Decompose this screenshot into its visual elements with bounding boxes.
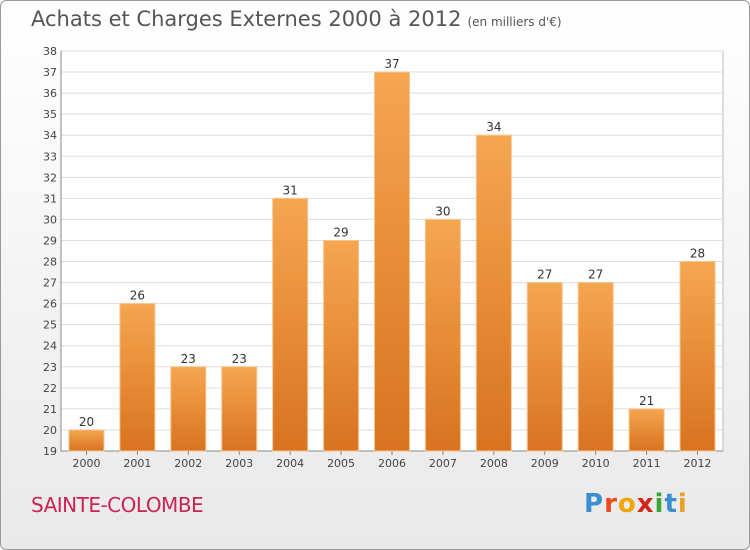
y-tick-label: 20: [43, 424, 57, 437]
data-label: 31: [283, 183, 298, 197]
bar: [119, 303, 156, 452]
logo-letter: r: [604, 489, 618, 519]
data-label: 30: [435, 204, 450, 218]
logo-letter: x: [636, 489, 655, 519]
x-tick-label: 2009: [531, 457, 559, 470]
x-tick-label: 2011: [633, 457, 661, 470]
y-tick-label: 38: [43, 45, 57, 58]
x-tick-label: 2006: [378, 457, 406, 470]
y-tick-label: 37: [43, 66, 57, 79]
x-tick-label: 2000: [72, 457, 100, 470]
logo-letter: i: [654, 489, 665, 519]
data-label: 26: [130, 289, 145, 303]
title-unit: (en milliers d'€): [467, 15, 562, 29]
y-tick-label: 19: [43, 445, 57, 458]
y-tick-label: 35: [43, 108, 57, 121]
x-tick-label: 2004: [276, 457, 304, 470]
y-tick-label: 24: [43, 340, 57, 353]
logo-letter: t: [664, 489, 678, 519]
x-tick-label: 2010: [582, 457, 610, 470]
data-label: 23: [181, 352, 196, 366]
y-tick-label: 32: [43, 171, 57, 184]
title-text: Achats et Charges Externes 2000 à 2012: [31, 7, 462, 31]
place-name: SAINTE-COLOMBE: [31, 493, 204, 517]
y-tick-label: 27: [43, 277, 57, 290]
data-label: 27: [537, 268, 552, 282]
y-tick-label: 22: [43, 382, 57, 395]
y-tick-label: 26: [43, 298, 57, 311]
bar: [577, 282, 614, 452]
x-tick-label: 2007: [429, 457, 457, 470]
data-label: 37: [384, 57, 399, 71]
y-tick-label: 28: [43, 256, 57, 269]
x-tick-label: 2008: [480, 457, 508, 470]
y-tick-label: 21: [43, 403, 57, 416]
logo-letter: P: [584, 489, 605, 519]
proxiti-logo: Proxiti: [584, 489, 688, 519]
bar: [272, 197, 309, 452]
y-tick-label: 34: [43, 129, 57, 142]
bar: [628, 408, 665, 452]
y-tick-label: 30: [43, 213, 57, 226]
bar: [374, 71, 410, 452]
bar: [424, 218, 461, 452]
y-tick-label: 36: [43, 87, 57, 100]
data-label: 28: [690, 247, 705, 261]
bar: [679, 261, 716, 452]
x-tick-label: 2003: [225, 457, 253, 470]
x-tick-label: 2001: [123, 457, 151, 470]
bar: [68, 429, 105, 452]
logo-letter: o: [617, 489, 637, 519]
bar: [221, 366, 258, 452]
x-tick-label: 2012: [684, 457, 712, 470]
x-tick-label: 2002: [174, 457, 202, 470]
y-tick-label: 29: [43, 234, 57, 247]
y-tick-label: 23: [43, 361, 57, 374]
logo-letter: i: [677, 489, 688, 519]
data-label: 34: [486, 120, 501, 134]
data-label: 23: [232, 352, 247, 366]
y-tick-label: 33: [43, 150, 57, 163]
data-label: 27: [588, 268, 603, 282]
bar: [475, 134, 512, 452]
y-tick-label: 31: [43, 192, 57, 205]
chart-title: Achats et Charges Externes 2000 à 2012 (e…: [31, 7, 562, 31]
bar: [170, 366, 207, 452]
bar: [323, 239, 360, 452]
data-label: 20: [79, 415, 94, 429]
data-label: 21: [639, 394, 654, 408]
y-tick-label: 25: [43, 319, 57, 332]
data-label: 29: [333, 225, 348, 239]
x-tick-label: 2005: [327, 457, 355, 470]
bar: [526, 282, 563, 452]
